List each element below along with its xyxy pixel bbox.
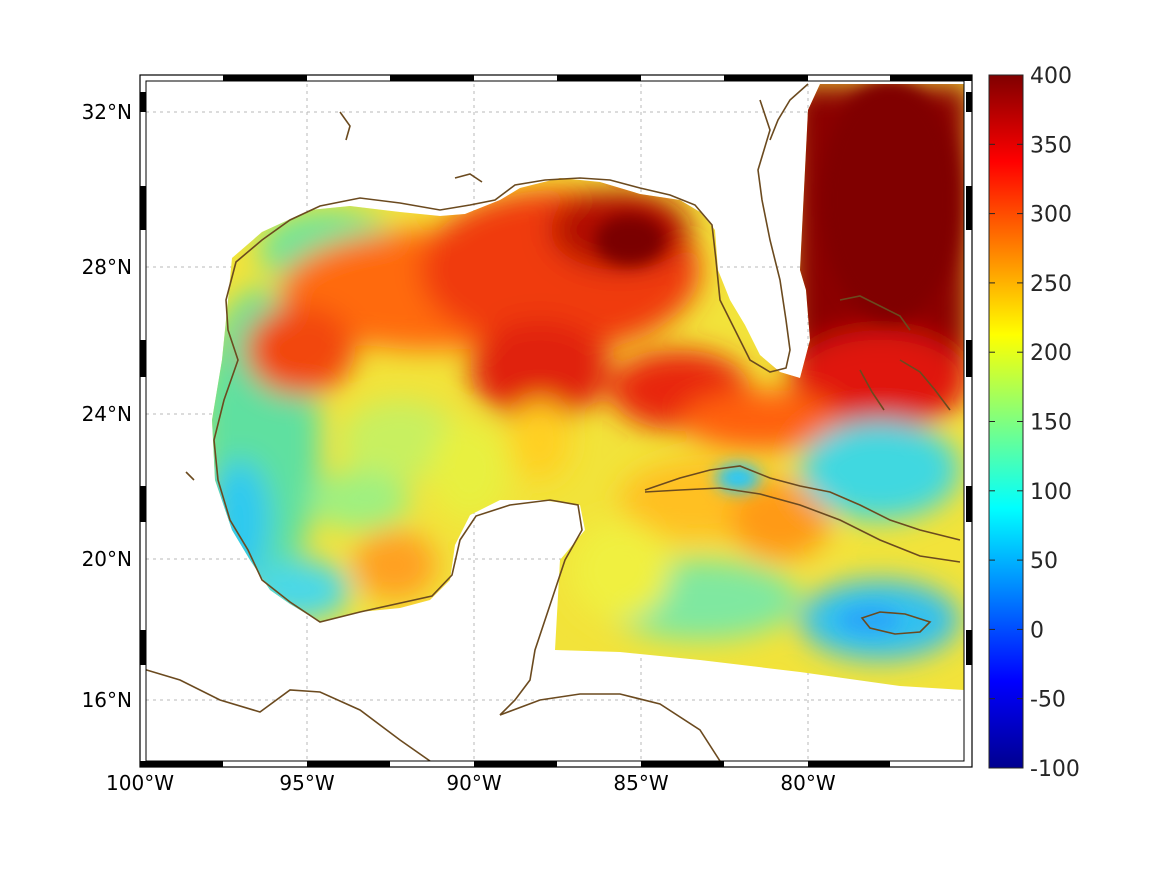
colorbar: 400 350 300 250 200 150 100 50 0 -50 -100 <box>988 64 1080 782</box>
map-frame <box>139 74 973 768</box>
colorbar-tick-label: 400 <box>1030 64 1072 89</box>
colorbar-tick-label: 0 <box>1030 618 1044 643</box>
x-axis-labels: 100°W 95°W 90°W 85°W 80°W <box>106 771 836 795</box>
colorbar-tick-label: 350 <box>1030 133 1072 158</box>
colorbar-tick-label: 150 <box>1030 411 1072 436</box>
colorbar-tick-label: 200 <box>1030 341 1072 366</box>
x-tick-label: 90°W <box>446 771 501 795</box>
x-tick-label: 85°W <box>613 771 668 795</box>
y-tick-label: 20°N <box>82 547 132 571</box>
colorbar-tick-label: 300 <box>1030 203 1072 228</box>
coastline <box>146 83 961 761</box>
colorbar-tick-label: 250 <box>1030 272 1072 297</box>
y-axis-labels: 32°N 28°N 24°N 20°N 16°N <box>82 100 132 712</box>
y-tick-label: 28°N <box>82 255 132 279</box>
colorbar-tick-label: -100 <box>1030 757 1080 782</box>
y-tick-label: 16°N <box>82 688 132 712</box>
colorbar-ticks: 400 350 300 250 200 150 100 50 0 -50 -100 <box>989 64 1080 782</box>
y-tick-label: 24°N <box>82 402 132 426</box>
x-tick-label: 95°W <box>279 771 334 795</box>
colorbar-tick-label: 100 <box>1030 480 1072 505</box>
x-tick-label: 100°W <box>106 771 174 795</box>
y-tick-label: 32°N <box>82 100 132 124</box>
colorbar-tick-label: 50 <box>1030 549 1058 574</box>
colorbar-tick-label: -50 <box>1030 688 1066 713</box>
x-tick-label: 80°W <box>780 771 835 795</box>
data-field <box>212 84 964 690</box>
